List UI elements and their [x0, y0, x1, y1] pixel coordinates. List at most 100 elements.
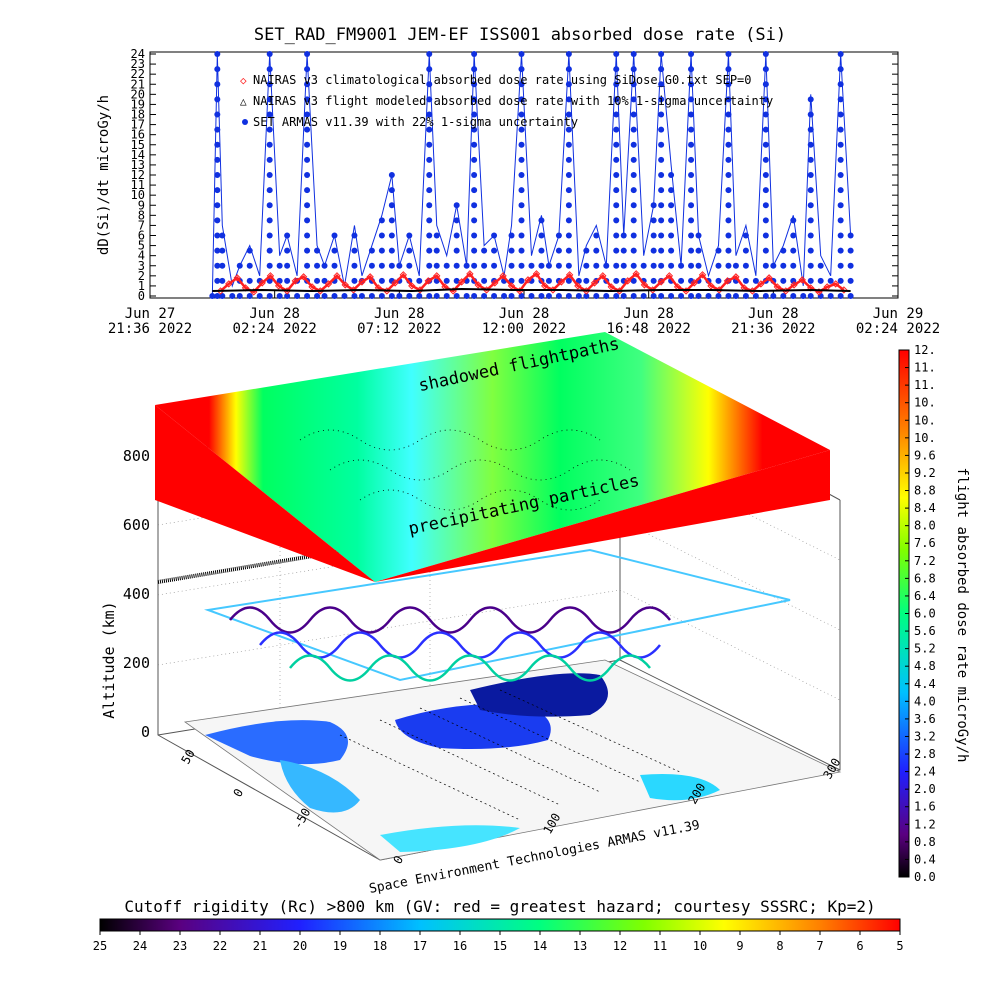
- series-climatological-point: [732, 273, 740, 281]
- series-armas-point: [613, 262, 620, 269]
- rigidity-colorbar-tick-label: 17: [413, 939, 427, 953]
- series-armas-point: [388, 277, 395, 284]
- latitude-tick-label: 50: [178, 747, 197, 767]
- series-armas-point: [481, 247, 488, 254]
- series-armas-point: [491, 293, 498, 299]
- series-armas-point: [658, 293, 665, 299]
- series-armas-point: [331, 293, 338, 299]
- series-armas-point: [219, 277, 226, 284]
- series-armas-point: [219, 247, 226, 254]
- series-armas-point: [388, 172, 395, 178]
- series-armas-point: [433, 293, 440, 299]
- series-armas-point: [770, 293, 777, 299]
- series-armas-point: [471, 293, 478, 299]
- series-armas-point: [613, 81, 620, 88]
- series-armas-point: [426, 247, 433, 254]
- dose-surface-front-side: [155, 405, 375, 582]
- series-armas-point: [807, 293, 814, 299]
- series-armas-point: [807, 232, 814, 239]
- series-armas-point: [518, 172, 525, 178]
- series-armas-point: [545, 293, 552, 299]
- dose-colorbar-tick-label: 5.6: [914, 624, 936, 638]
- series-armas-point: [688, 172, 695, 178]
- series-armas-point: [463, 293, 470, 299]
- series-armas-point: [426, 111, 433, 118]
- dose-colorbar-tick-label: 0.0: [914, 870, 936, 884]
- series-armas-point: [314, 262, 321, 269]
- series-armas-point: [847, 247, 854, 254]
- y-tick-label: 4: [138, 249, 145, 263]
- series-armas-point: [426, 96, 433, 103]
- rigidity-colorbar: [99, 918, 901, 932]
- series-armas-point: [817, 262, 824, 269]
- series-armas-point: [837, 111, 844, 118]
- series-armas-point: [725, 232, 732, 239]
- series-armas-point: [214, 277, 221, 284]
- series-armas-point: [695, 232, 702, 239]
- series-armas-point: [630, 232, 637, 239]
- series-armas-point: [538, 262, 545, 269]
- rigidity-colorbar-tick-label: 19: [333, 939, 347, 953]
- series-armas-point: [565, 187, 572, 194]
- rigidity-colorbar-tick-label: 22: [213, 939, 227, 953]
- series-armas-point: [518, 262, 525, 269]
- series-armas-point: [650, 247, 657, 254]
- series-armas-point: [613, 217, 620, 224]
- rigidity-colorbar-title: Cutoff rigidity (Rc) >800 km (GV: red = …: [124, 897, 875, 916]
- series-armas-point: [545, 262, 552, 269]
- series-armas-point: [433, 247, 440, 254]
- latitude-tick-label: 0: [230, 786, 246, 799]
- series-armas-point: [406, 293, 413, 299]
- series-armas-point: [603, 262, 610, 269]
- rigidity-colorbar-tick-label: 16: [453, 939, 467, 953]
- series-armas-point: [807, 126, 814, 133]
- x-tick-time: 02:24 2022: [856, 321, 940, 337]
- series-armas-point: [518, 111, 525, 118]
- series-armas-point: [688, 111, 695, 118]
- series-armas-point: [518, 232, 525, 239]
- series-armas-point: [688, 156, 695, 163]
- dose-surface-800km: [155, 332, 830, 582]
- series-armas-point: [725, 156, 732, 163]
- series-armas-point: [471, 51, 478, 57]
- series-armas-point: [406, 247, 413, 254]
- series-armas-point: [620, 293, 627, 299]
- series-armas-point: [518, 51, 525, 57]
- series-climatological-point: [798, 276, 806, 284]
- series-armas-point: [214, 293, 221, 299]
- series-flight-modeled-line: [212, 287, 851, 292]
- series-armas-point: [837, 81, 844, 88]
- series-climatological-point: [715, 286, 723, 294]
- series-armas-point: [214, 141, 221, 148]
- series-armas-point: [668, 232, 675, 239]
- series-armas-point: [406, 262, 413, 269]
- land-asia: [470, 673, 608, 717]
- series-armas-point: [518, 66, 525, 73]
- y-tick-label: 11: [131, 178, 145, 192]
- series-armas-point: [770, 262, 777, 269]
- series-armas-point: [471, 141, 478, 148]
- series-armas-point: [463, 262, 470, 269]
- series-armas-point: [209, 293, 216, 299]
- series-armas-point: [341, 293, 348, 299]
- series-armas-point: [837, 217, 844, 224]
- series-armas-point: [762, 141, 769, 148]
- series-climatological-point: [557, 278, 566, 286]
- dose-colorbar-label: flight absorbed dose rate microGy/h: [954, 467, 970, 762]
- series-armas-point: [780, 262, 787, 269]
- series-armas-point: [388, 187, 395, 194]
- series-armas-point: [304, 293, 311, 299]
- series-armas-point: [214, 156, 221, 163]
- series-armas-point: [565, 126, 572, 133]
- series-armas-point: [481, 277, 488, 284]
- series-armas-point: [762, 96, 769, 103]
- y-tick-label: 0: [138, 289, 145, 303]
- series-armas-point: [762, 172, 769, 178]
- series-climatological-point: [632, 270, 640, 278]
- series-armas-point: [368, 293, 375, 299]
- x-tick-date: Jun 28: [374, 306, 425, 322]
- series-armas-point: [555, 293, 562, 299]
- land-australia: [640, 774, 720, 801]
- series-armas-point: [351, 262, 358, 269]
